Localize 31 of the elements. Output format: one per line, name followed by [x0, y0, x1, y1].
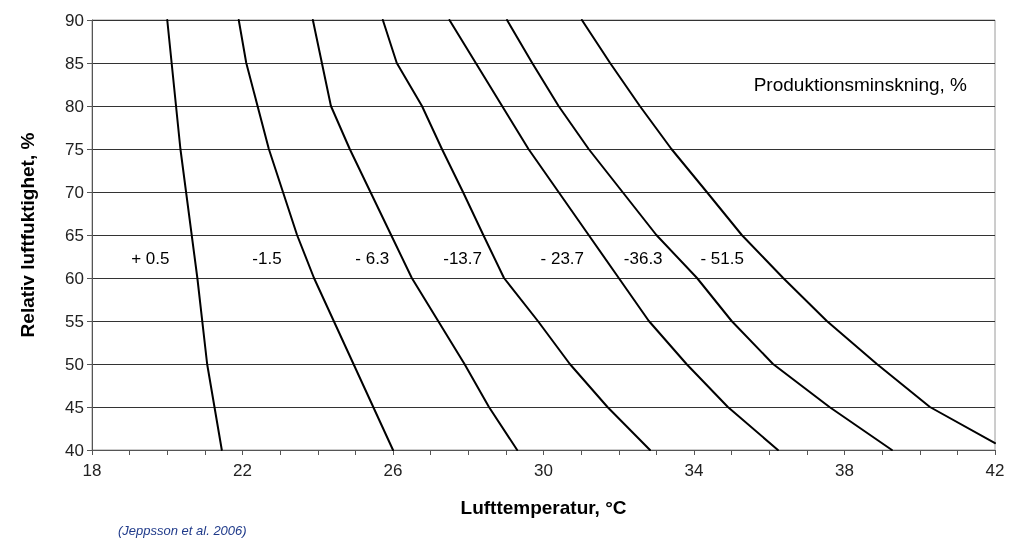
- x-tick-label: 42: [985, 461, 1005, 480]
- line-series: [237, 19, 394, 451]
- annotation: -36.3: [623, 248, 663, 268]
- text: (Jeppsson et al. 2006): [118, 523, 247, 538]
- y-tick-label: 90: [65, 10, 84, 30]
- annotation: Produktionsminskning, %: [753, 74, 968, 95]
- x-tick-label: 34: [684, 461, 704, 480]
- annotation: -13.7: [443, 248, 482, 268]
- y-tick-label: 80: [65, 96, 84, 116]
- y-tick-label: 70: [65, 182, 84, 202]
- annotation: + 0.5: [131, 248, 170, 268]
- annotation: - 6.3: [355, 248, 390, 268]
- x-axis-title: Lufttemperatur, °C: [460, 497, 627, 518]
- y-tick-label: 85: [65, 53, 84, 73]
- x-tick-label: 26: [383, 461, 403, 480]
- x-tick-label: 22: [233, 461, 252, 480]
- x-tick-label: 38: [835, 461, 854, 480]
- x-tick-label: 18: [82, 461, 102, 480]
- y-tick-label: 60: [65, 268, 84, 288]
- line-series: [311, 19, 519, 451]
- annotation: - 23.7: [540, 248, 585, 268]
- y-tick-label: 65: [65, 225, 84, 245]
- annotation: - 51.5: [700, 248, 744, 268]
- annotation: -1.5: [252, 248, 282, 268]
- x-tick-label: 30: [534, 461, 553, 480]
- y-tick-label: 75: [65, 139, 84, 159]
- y-tick-label: 55: [65, 311, 84, 331]
- y-tick-label: 40: [65, 440, 84, 460]
- y-axis-title: Relativ luftfuktighet, %: [17, 132, 38, 338]
- y-tick-label: 50: [65, 354, 84, 374]
- y-tick-label: 45: [65, 397, 84, 417]
